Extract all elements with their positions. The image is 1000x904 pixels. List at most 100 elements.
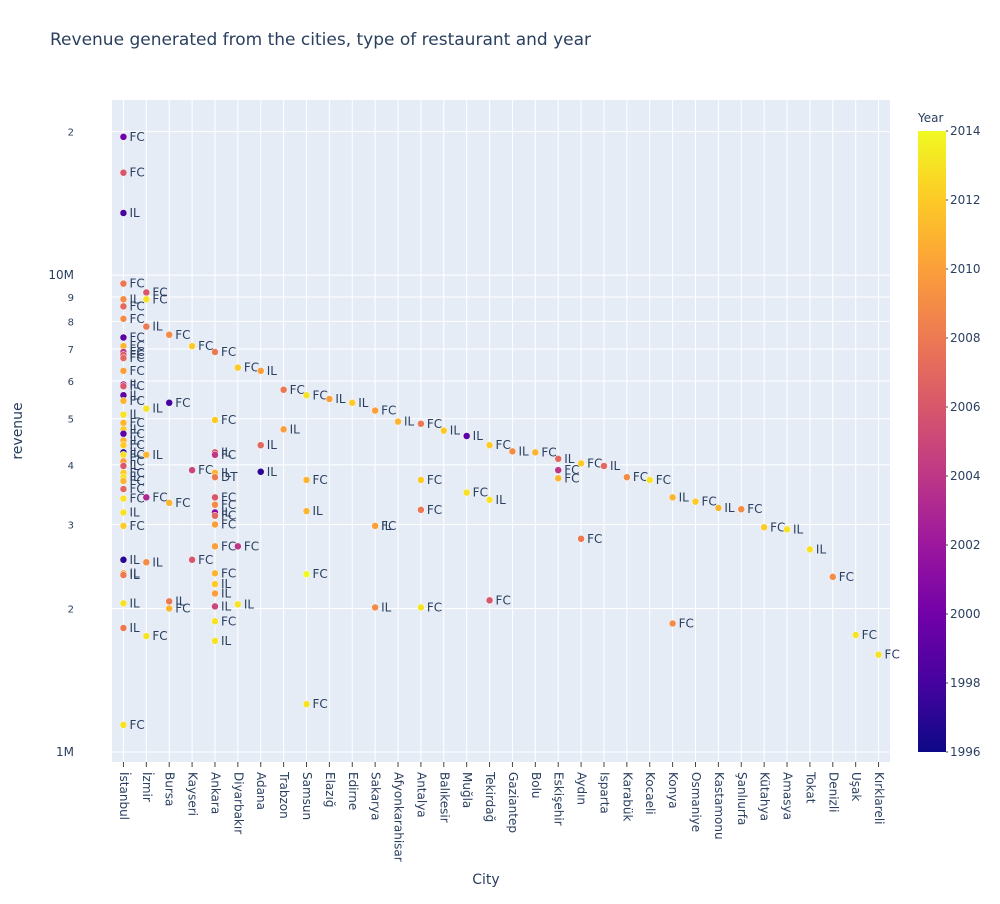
- point-label: FC: [587, 532, 602, 546]
- point-label: IL: [152, 320, 163, 334]
- point-label: FC: [152, 629, 167, 643]
- point-label: FC: [221, 490, 236, 504]
- point-label: IL: [221, 599, 232, 613]
- colorbar-tick-label: 2014: [950, 124, 981, 138]
- point-label: FC: [129, 166, 144, 180]
- point-label: FC: [427, 503, 442, 517]
- y-tick-label: 1M: [56, 745, 74, 759]
- point-label: IL: [152, 402, 163, 416]
- point-label: IL: [129, 596, 140, 610]
- point-label: IL: [129, 388, 140, 402]
- x-tick-label: Ankara: [208, 772, 222, 814]
- point: [119, 315, 128, 323]
- point-label: IL: [129, 553, 140, 567]
- point: [211, 511, 219, 520]
- point-label: FC: [221, 509, 236, 523]
- point: [371, 603, 379, 612]
- chart-title: Revenue generated from the cities, type …: [50, 30, 591, 50]
- y-tick-label: 2: [68, 128, 74, 139]
- point: [279, 425, 288, 434]
- y-tick-label: 9: [68, 293, 74, 304]
- colorbar: [918, 131, 946, 752]
- point-label: IL: [610, 459, 621, 473]
- point: [508, 447, 517, 456]
- point-label: FC: [129, 364, 144, 378]
- point: [119, 599, 128, 608]
- point-label: IL: [129, 434, 140, 448]
- point: [417, 506, 425, 514]
- point-label: IL: [313, 504, 324, 518]
- point: [119, 397, 128, 405]
- point-label: FC: [473, 486, 488, 500]
- x-axis-label: City: [472, 872, 499, 888]
- point-label: IL: [129, 422, 140, 436]
- point-label: FC: [587, 456, 602, 470]
- point: [600, 462, 608, 470]
- x-tick-label: Antalya: [414, 772, 428, 818]
- point: [829, 573, 837, 581]
- x-tick-label: Elazığ: [323, 772, 337, 808]
- point-label: IL: [290, 422, 301, 436]
- x-tick-label: Şanlıurfa: [735, 772, 749, 825]
- point-label: FC: [129, 331, 144, 345]
- point: [417, 603, 425, 612]
- point: [325, 395, 334, 403]
- point: [211, 451, 219, 459]
- point-label: FC: [381, 404, 396, 418]
- point: [577, 535, 585, 543]
- point-label: FC: [427, 600, 442, 614]
- point: [119, 441, 128, 449]
- point: [119, 382, 128, 390]
- point: [302, 391, 311, 400]
- point: [691, 497, 700, 506]
- point-label: IL: [381, 519, 392, 533]
- point: [256, 367, 265, 375]
- point: [119, 279, 128, 288]
- point: [279, 386, 288, 394]
- point-label: FC: [129, 448, 144, 462]
- x-tick-label: Konya: [666, 772, 680, 809]
- point: [783, 525, 791, 534]
- point: [485, 496, 494, 504]
- point-label: IL: [724, 501, 735, 515]
- point-label: FC: [496, 438, 511, 452]
- point-label: FC: [244, 361, 259, 375]
- point: [119, 624, 128, 632]
- point: [211, 569, 219, 578]
- x-tick-label: Tekirdağ: [483, 771, 497, 822]
- point: [760, 523, 768, 532]
- point: [119, 133, 128, 141]
- x-tick-label: Amasya: [781, 772, 795, 820]
- point-label: FC: [702, 495, 717, 509]
- colorbar-tick-label: 1998: [950, 676, 981, 690]
- x-tick-label: İstanbul: [117, 772, 132, 820]
- point-label: IL: [518, 444, 529, 458]
- point-label: FC: [175, 328, 190, 342]
- point-label: IL: [129, 292, 140, 306]
- x-tick-label: Kırklareli: [872, 772, 886, 825]
- y-tick-label: 8: [68, 317, 74, 328]
- point-label: FC: [427, 473, 442, 487]
- point-label: FC: [221, 539, 236, 553]
- point: [142, 288, 151, 297]
- point-label: IL: [381, 600, 392, 614]
- point-label: IL: [473, 429, 484, 443]
- point-label: IL: [129, 621, 140, 635]
- point: [211, 473, 219, 481]
- x-tick-label: Bolu: [529, 772, 543, 799]
- point-label: IL: [129, 470, 140, 484]
- point: [851, 631, 860, 639]
- point-label: FC: [221, 345, 236, 359]
- point-label: FC: [313, 697, 328, 711]
- point-label: IL: [129, 505, 140, 519]
- point-label: FC: [129, 348, 144, 362]
- x-tick-label: Trabzon: [277, 771, 291, 819]
- point: [211, 542, 219, 551]
- point-label: FC: [313, 473, 328, 487]
- colorbar-tick-label: 2012: [950, 193, 981, 207]
- x-tick-label: Eskişehir: [552, 772, 566, 826]
- point-label: FC: [152, 490, 167, 504]
- colorbar-tick-label: 2004: [950, 469, 981, 483]
- point-label: FC: [175, 601, 190, 615]
- point: [714, 504, 723, 512]
